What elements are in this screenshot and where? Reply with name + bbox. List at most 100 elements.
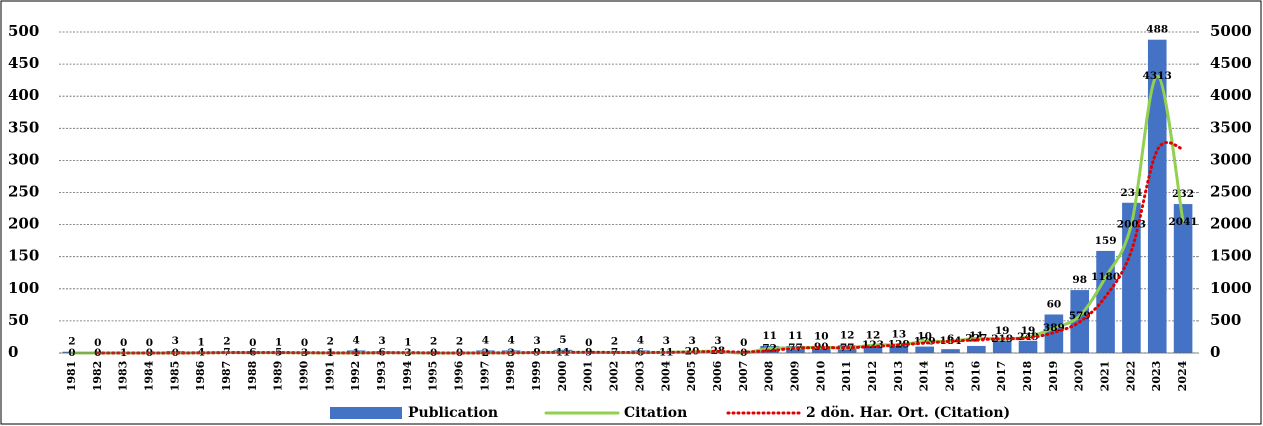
y2-tick-label: 5000: [1210, 22, 1252, 40]
bar-value-label: 2: [223, 336, 230, 348]
bar: [915, 346, 934, 353]
bar-value-label: 3: [378, 335, 385, 347]
line-value-label: 2041: [1168, 216, 1197, 228]
bar: [967, 345, 986, 353]
x-tick-label: 2018: [1021, 360, 1034, 391]
bar: [1173, 204, 1193, 353]
y-tick-label: 150: [8, 247, 39, 265]
line-value-label: 2003: [1117, 218, 1146, 230]
x-tick-label: 1992: [349, 361, 362, 392]
legend-label: 2 dön. Har. Ort. (Citation): [806, 405, 1010, 421]
bar-value-label: 1: [197, 336, 204, 348]
bar-value-label: 2: [456, 336, 463, 348]
line-value-label: 184: [940, 335, 962, 347]
bar-value-label: 10: [814, 331, 829, 343]
x-tick-label: 2000: [556, 360, 569, 391]
x-tick-label: 2002: [608, 361, 621, 392]
y-tick-label: 100: [8, 279, 39, 297]
x-tick-label: 1991: [323, 361, 336, 392]
x-tick-label: 1995: [427, 361, 440, 392]
bar: [863, 345, 883, 353]
x-tick-label: 1994: [401, 360, 414, 391]
bar-value-label: 19: [995, 325, 1010, 337]
y-tick-label: 300: [8, 150, 39, 168]
x-tick-label: 1999: [530, 361, 543, 392]
y-tick-label: 500: [8, 22, 39, 40]
x-tick-label: 2011: [840, 361, 853, 392]
x-tick-label: 2007: [737, 361, 750, 392]
bar-value-label: 2: [68, 336, 75, 348]
x-tick-label: 2010: [814, 360, 827, 391]
bar: [1018, 340, 1038, 353]
x-tick-label: 2009: [788, 361, 801, 392]
x-tick-label: 2015: [944, 361, 957, 392]
bar-value-label: 11: [762, 330, 777, 342]
x-tick-label: 1990: [297, 360, 310, 391]
line-value-label: 1180: [1091, 271, 1120, 283]
bar-value-label: 12: [866, 329, 881, 341]
bar-value-label: 4: [637, 334, 644, 346]
y-tick-label: 400: [8, 86, 39, 104]
bar-value-label: 4: [482, 334, 489, 346]
bar-value-label: 11: [788, 330, 803, 342]
y2-tick-label: 3000: [1210, 150, 1252, 168]
bar-value-label: 12: [840, 329, 855, 341]
y2-tick-label: 0: [1210, 343, 1220, 361]
x-tick-label: 2005: [685, 361, 698, 392]
x-tick-label: 1989: [272, 361, 285, 392]
bar-value-label: 19: [1021, 325, 1036, 337]
x-tick-label: 1998: [504, 360, 517, 391]
bar-value-label: 1: [275, 336, 282, 348]
y2-tick-label: 500: [1210, 311, 1241, 329]
y2-tick-label: 3500: [1210, 118, 1252, 136]
x-tick-label: 2023: [1150, 361, 1163, 392]
x-tick-label: 2008: [763, 360, 776, 391]
bar-value-label: 3: [172, 335, 179, 347]
x-tick-label: 2012: [866, 361, 879, 392]
x-tick-label: 2014: [918, 360, 931, 391]
bar-value-label: 1: [404, 336, 411, 348]
bar: [941, 349, 960, 353]
bar-value-label: 3: [714, 335, 721, 347]
bar-value-label: 13: [892, 329, 907, 341]
bar-value-label: 0: [146, 337, 153, 349]
legend-label: Publication: [408, 405, 498, 421]
bar-value-label: 2: [430, 336, 437, 348]
bar-value-label: 60: [1047, 298, 1062, 310]
x-tick-label: 2022: [1124, 361, 1137, 392]
bar-value-label: 0: [94, 337, 101, 349]
x-tick-label: 2021: [1099, 361, 1112, 392]
y-tick-label: 0: [8, 343, 18, 361]
x-tick-label: 2017: [995, 361, 1008, 392]
x-tick-label: 2016: [969, 360, 982, 391]
x-tick-label: 1984: [142, 360, 155, 391]
y2-tick-label: 4000: [1210, 86, 1252, 104]
x-tick-label: 1981: [65, 361, 78, 392]
bar-value-label: 0: [120, 337, 127, 349]
x-tick-label: 2013: [892, 361, 905, 392]
bar-value-label: 4: [508, 334, 515, 346]
y2-tick-label: 4500: [1210, 54, 1252, 72]
x-tick-label: 2006: [711, 360, 724, 391]
bar: [992, 340, 1012, 353]
bar-value-label: 4: [353, 334, 360, 346]
bar: [1096, 250, 1115, 353]
bar: [1147, 39, 1167, 353]
bar-value-label: 159: [1095, 235, 1117, 247]
x-tick-label: 1993: [375, 361, 388, 392]
bar-value-label: 6: [947, 333, 954, 345]
bar: [889, 344, 909, 353]
y-tick-label: 50: [8, 311, 29, 329]
y-tick-label: 450: [8, 54, 39, 72]
y2-tick-label: 1500: [1210, 247, 1252, 265]
x-tick-label: 2003: [633, 361, 646, 392]
x-tick-label: 2020: [1073, 360, 1086, 391]
y2-tick-label: 2500: [1210, 183, 1252, 201]
bar-value-label: 0: [301, 337, 308, 349]
line-value-label: 4313: [1143, 70, 1172, 82]
bar-value-label: 0: [585, 337, 592, 349]
bar-value-label: 98: [1072, 274, 1087, 286]
bar-value-label: 10: [917, 331, 932, 343]
bar-value-label: 3: [688, 335, 695, 347]
